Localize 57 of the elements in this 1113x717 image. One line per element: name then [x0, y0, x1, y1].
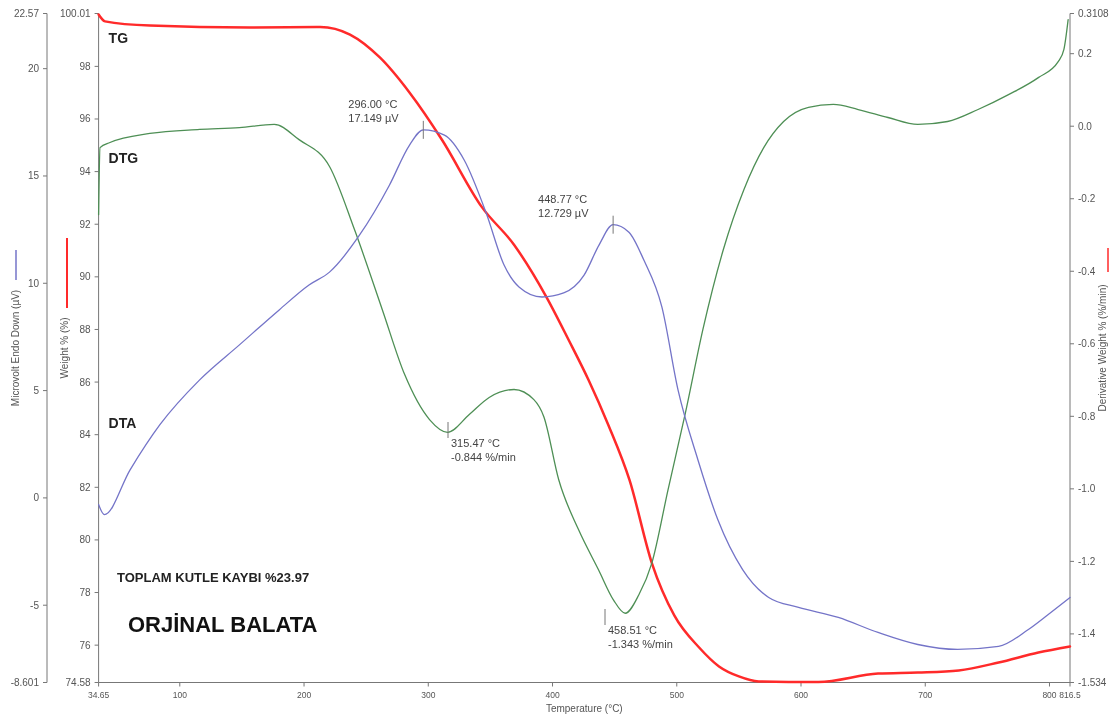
x-axis-title: Temperature (°C) — [545, 703, 623, 714]
annotation: 458.51 °C -1.343 %/min — [608, 624, 673, 650]
y2-axis-title: Derivative Weight % (%/min) — [1097, 284, 1108, 412]
y3-tick-label: 80 — [79, 534, 92, 546]
y3-tick-label: 74.58 — [65, 677, 92, 688]
series-label: DTA — [108, 415, 137, 431]
y-tick-label: -5 — [30, 599, 40, 611]
y2-tick-label: -1.0 — [1078, 483, 1096, 495]
y2-tick-label: -1.4 — [1078, 628, 1096, 640]
y3-tick-label: 86 — [79, 376, 92, 388]
x-tick-label: 816.5 — [1059, 689, 1081, 700]
y-tick-label: 22.57 — [13, 8, 40, 19]
line-series — [97, 129, 1071, 651]
x-tick-label: 700 — [918, 689, 933, 700]
y3-tick-label: 92 — [79, 218, 92, 230]
x-tick-label: 200 — [296, 689, 312, 700]
y2-tick-label: 0.3108 — [1078, 8, 1110, 19]
y-tick-label: 10 — [27, 277, 40, 289]
series-label: DTG — [108, 150, 139, 166]
y2-tick-label: -1.2 — [1078, 555, 1096, 567]
x-tick-label: 800 — [1042, 689, 1057, 700]
annotation: 448.77 °C 12.729 µV — [538, 192, 590, 219]
y3-tick-label: 76 — [79, 639, 92, 651]
y3-tick-label: 90 — [79, 271, 92, 283]
y-tick-label: 20 — [27, 63, 40, 75]
annotation: 315.47 °C -0.844 %/min — [451, 437, 516, 463]
y-tick-label: -8.601 — [10, 677, 40, 688]
y2-tick-label: -0.2 — [1078, 193, 1096, 205]
x-tick-label: 100 — [172, 689, 188, 700]
y-tick-label: 5 — [33, 385, 40, 397]
x-tick-label: 600 — [793, 689, 809, 700]
x-tick-label: 300 — [421, 689, 436, 700]
y2-tick-label: 0.0 — [1078, 120, 1093, 132]
y3-tick-label: 84 — [79, 429, 92, 441]
y3-tick-label: 96 — [79, 113, 92, 125]
series-label: TG — [108, 30, 129, 46]
y3-tick-label: 88 — [79, 323, 92, 335]
y2-tick-label: -0.6 — [1078, 338, 1096, 350]
y2-tick-label: 0.2 — [1078, 48, 1093, 60]
y-axis-title: Microvolt Endo Down (µV) — [10, 289, 21, 407]
y3-tick-label: 100.01 — [60, 8, 92, 19]
y3-tick-label: 78 — [79, 587, 92, 599]
x-tick-label: 34.65 — [87, 689, 110, 700]
annotation: TOPLAM KUTLE KAYBI %23.97 — [117, 570, 310, 585]
y2-tick-label: -0.8 — [1078, 410, 1096, 422]
annotation: 296.00 °C 17.149 µV — [348, 97, 400, 124]
y-tick-label: 15 — [27, 170, 40, 182]
y2-tick-label: -1.534 — [1078, 677, 1107, 688]
y2-tick-label: -0.4 — [1078, 265, 1096, 277]
x-tick-label: 500 — [669, 689, 685, 700]
y3-tick-label: 94 — [79, 166, 92, 178]
x-tick-label: 400 — [545, 689, 560, 700]
y3-tick-label: 98 — [79, 60, 92, 72]
y-tick-label: 0 — [33, 492, 40, 504]
y3-axis-title: Weight % (%) — [59, 317, 70, 379]
text: ORJİNAL BALATA — [128, 612, 318, 637]
y3-tick-label: 82 — [79, 481, 92, 493]
